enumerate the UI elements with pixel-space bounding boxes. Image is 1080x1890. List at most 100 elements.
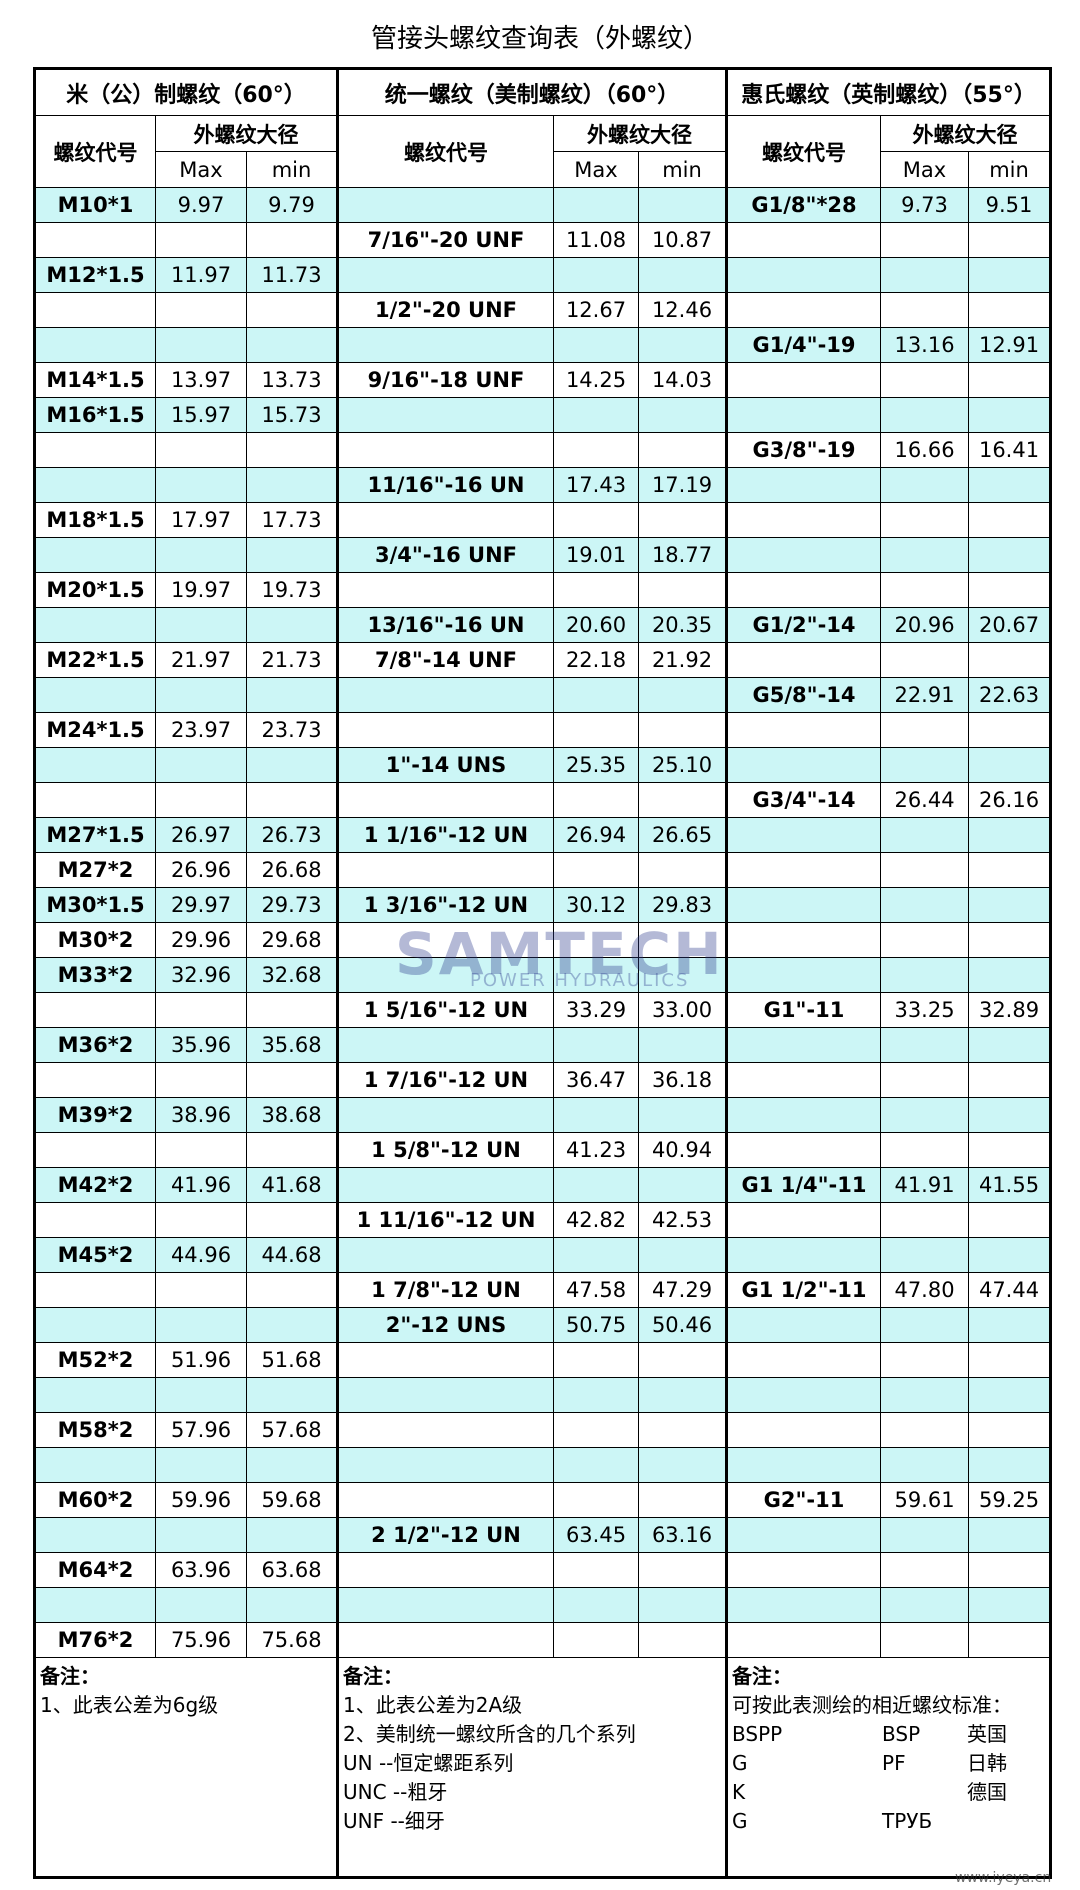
max-value: 9.97 xyxy=(155,187,247,223)
thread-code xyxy=(726,502,882,538)
thread-code xyxy=(337,432,554,468)
min-value: 25.10 xyxy=(637,747,729,783)
min-value xyxy=(637,572,729,608)
thread-code: M76*2 xyxy=(34,1622,156,1658)
thread-code xyxy=(726,1517,882,1553)
data-row: M60*2 59.96 59.68 G2"-11 59.61 59.25 xyxy=(34,1482,1052,1518)
data-row: M36*2 35.96 35.68 xyxy=(34,1027,1052,1063)
min-value: 51.68 xyxy=(246,1342,339,1378)
max-value: 42.82 xyxy=(553,1202,639,1238)
min-value xyxy=(246,1272,339,1308)
min-value xyxy=(968,1377,1052,1413)
max-value xyxy=(155,1587,247,1623)
thread-code: M27*2 xyxy=(34,852,156,888)
data-row: G1/4"-19 13.16 12.91 xyxy=(34,327,1052,363)
max-value xyxy=(553,782,639,818)
thread-code xyxy=(337,712,554,748)
min-value xyxy=(968,1202,1052,1238)
min-value xyxy=(637,1447,729,1483)
max-value: 16.66 xyxy=(880,432,970,468)
max-value: 30.12 xyxy=(553,887,639,923)
min-value xyxy=(637,1167,729,1203)
max-value: 35.96 xyxy=(155,1027,247,1063)
min-value: 26.73 xyxy=(246,817,339,853)
note-line: 1、此表公差为6g级 xyxy=(40,1693,219,1717)
min-value: 36.18 xyxy=(637,1062,729,1098)
code-header: 螺纹代号 xyxy=(337,115,554,188)
max-value xyxy=(880,887,970,923)
max-value xyxy=(553,1377,639,1413)
thread-code xyxy=(337,1167,554,1203)
thread-code xyxy=(337,327,554,363)
min-value xyxy=(968,1412,1052,1448)
min-value xyxy=(968,1587,1052,1623)
thread-code: G1/8"*28 xyxy=(726,187,882,223)
data-row: M24*1.5 23.97 23.73 xyxy=(34,712,1052,748)
max-value: 21.97 xyxy=(155,642,247,678)
thread-code: 2 1/2"-12 UN xyxy=(337,1517,554,1553)
standard-entry: BSPP xyxy=(732,1722,783,1746)
min-value: 18.77 xyxy=(637,537,729,573)
thread-code: M20*1.5 xyxy=(34,572,156,608)
min-value xyxy=(968,747,1052,783)
max-value: 32.96 xyxy=(155,957,247,993)
thread-code xyxy=(34,1517,156,1553)
notes-label: 备注： xyxy=(732,1664,793,1688)
max-value: 13.16 xyxy=(880,327,970,363)
data-row: M45*2 44.96 44.68 xyxy=(34,1237,1052,1273)
thread-code xyxy=(726,1202,882,1238)
thread-code xyxy=(726,362,882,398)
max-value xyxy=(880,817,970,853)
thread-code xyxy=(726,1062,882,1098)
max-value xyxy=(155,1517,247,1553)
note-line: 1、此表公差为2A级 xyxy=(343,1693,523,1717)
thread-code xyxy=(726,922,882,958)
max-value: 23.97 xyxy=(155,712,247,748)
data-row: 13/16"-16 UN 20.60 20.35 G1/2"-14 20.96 20.67 xyxy=(34,607,1052,643)
min-value xyxy=(246,992,339,1028)
thread-code: M30*1.5 xyxy=(34,887,156,923)
thread-table: 米（公）制螺纹（60°） 统一螺纹（美制螺纹）（60°） 惠氏螺纹（英制螺纹）（55… xyxy=(33,67,1053,1879)
max-value xyxy=(880,1412,970,1448)
thread-code xyxy=(337,1447,554,1483)
thread-code: M12*1.5 xyxy=(34,257,156,293)
max-value xyxy=(880,1097,970,1133)
code-header: 螺纹代号 xyxy=(34,115,156,188)
thread-code xyxy=(337,502,554,538)
max-value xyxy=(880,1202,970,1238)
max-value xyxy=(155,1377,247,1413)
max-value: 41.91 xyxy=(880,1167,970,1203)
min-value: 12.46 xyxy=(637,292,729,328)
max-value: 15.97 xyxy=(155,397,247,433)
standard-entry: G xyxy=(732,1751,748,1775)
min-value xyxy=(968,572,1052,608)
notes-cell: 备注： 可按此表测绘的相近螺纹标准： BSPP BSP 英国 G PF 日韩 K 德国 G ТРУБ xyxy=(726,1657,1052,1878)
max-value xyxy=(155,292,247,328)
data-row: M12*1.5 11.97 11.73 xyxy=(34,257,1052,293)
thread-code xyxy=(337,677,554,713)
max-value: 63.96 xyxy=(155,1552,247,1588)
max-value xyxy=(155,537,247,573)
data-row xyxy=(34,1587,1052,1623)
min-value xyxy=(968,1552,1052,1588)
data-row: 2"-12 UNS 50.75 50.46 xyxy=(34,1307,1052,1343)
data-row: G3/4"-14 26.44 26.16 xyxy=(34,782,1052,818)
min-value xyxy=(637,502,729,538)
thread-code xyxy=(726,1097,882,1133)
thread-code: 1 5/8"-12 UN xyxy=(337,1132,554,1168)
thread-code: M30*2 xyxy=(34,922,156,958)
min-value xyxy=(968,257,1052,293)
title: 管接头螺纹查询表（外螺纹） xyxy=(370,24,709,54)
thread-code: G1"-11 xyxy=(726,992,882,1028)
min-value: 9.51 xyxy=(968,187,1052,223)
min-value: 32.68 xyxy=(246,957,339,993)
min-value xyxy=(246,1307,339,1343)
data-row: M14*1.5 13.97 13.73 9/16"-18 UNF 14.25 14.03 xyxy=(34,362,1052,398)
max-value xyxy=(880,957,970,993)
data-row: M27*1.5 26.97 26.73 1 1/16"-12 UN 26.94 26.65 xyxy=(34,817,1052,853)
data-row: 2 1/2"-12 UN 63.45 63.16 xyxy=(34,1517,1052,1553)
thread-code: G1/2"-14 xyxy=(726,607,882,643)
data-row: G5/8"-14 22.91 22.63 xyxy=(34,677,1052,713)
max-value xyxy=(880,502,970,538)
standard-entry: PF xyxy=(882,1751,906,1775)
